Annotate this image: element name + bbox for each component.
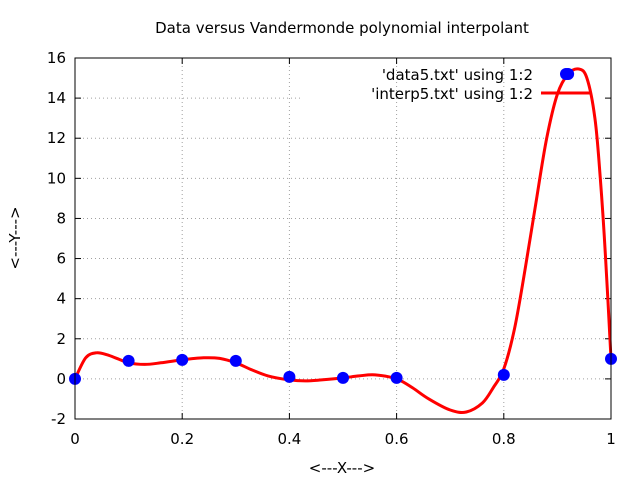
- x-axis-label: <---X--->: [309, 459, 375, 477]
- data-point: [283, 370, 296, 383]
- data-point: [337, 371, 349, 384]
- y-tick-label: 12: [47, 129, 66, 147]
- y-tick-label: 6: [56, 250, 66, 268]
- x-tick-label: 0.4: [277, 430, 301, 448]
- legend: 'data5.txt' using 1:2'interp5.txt' using…: [371, 66, 591, 103]
- y-tick-label: 14: [47, 89, 66, 107]
- chart-title: Data versus Vandermonde polynomial inter…: [155, 19, 529, 37]
- x-tick-label: 0: [70, 430, 80, 448]
- data-point: [390, 371, 403, 384]
- x-tick-label: 0.6: [385, 430, 409, 448]
- legend-marker-data: [560, 68, 572, 80]
- legend-label-interp: 'interp5.txt' using 1:2: [371, 85, 533, 103]
- data-point: [229, 354, 242, 367]
- y-tick-label: 4: [56, 290, 66, 308]
- y-tick-label: 8: [56, 209, 66, 227]
- x-tick-label: 1: [606, 430, 616, 448]
- y-tick-label: 10: [47, 169, 66, 187]
- y-tick-label: -2: [51, 410, 66, 428]
- data-point: [497, 368, 510, 381]
- plot-frame: [74, 57, 612, 420]
- y-tick-label: 2: [56, 330, 66, 348]
- plot-series: [69, 67, 617, 414]
- data-point: [122, 354, 135, 367]
- x-tick-label: 0.8: [492, 430, 516, 448]
- y-tick-label: 16: [47, 49, 66, 67]
- interp-line: [73, 67, 613, 414]
- legend-label-data: 'data5.txt' using 1:2: [382, 66, 533, 84]
- data-point: [176, 353, 189, 366]
- y-tick-label: 0: [56, 370, 66, 388]
- y-axis-label: <---Y--->: [6, 206, 24, 269]
- x-tick-label: 0.2: [170, 430, 194, 448]
